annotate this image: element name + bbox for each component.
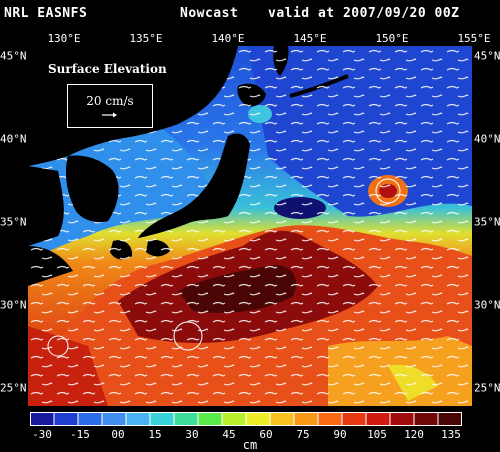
header-product: Nowcast — [180, 6, 239, 21]
header-source: NRL EASNFS — [4, 6, 88, 21]
colorbar-unit: cm — [242, 438, 258, 452]
colorbar-tick: 15 — [148, 428, 162, 441]
colorbar-border — [30, 412, 462, 426]
colorbar-swatch — [342, 412, 367, 426]
colorbar-swatch — [414, 412, 439, 426]
vector-scale-box: 20 cm/s — [67, 84, 153, 128]
colorbar-swatch — [198, 412, 223, 426]
colorbar-swatch — [390, 412, 415, 426]
colorbar-swatch — [102, 412, 127, 426]
map-title: Surface Elevation — [48, 62, 167, 76]
colorbar-tick: 90 — [333, 428, 347, 441]
lat-label-45-left: 45°N — [0, 49, 27, 63]
colorbar-tick: 30 — [185, 428, 199, 441]
lon-label-145: 145°E — [293, 32, 327, 45]
vector-scale-arrow-icon — [102, 112, 117, 118]
lat-label-40-left: 40°N — [0, 132, 27, 146]
colorbar-tick: 45 — [222, 428, 236, 441]
colorbar-swatch — [438, 412, 462, 426]
colorbar-swatch — [174, 412, 199, 426]
lon-label-155: 155°E — [457, 32, 491, 45]
colorbar-tick: 120 — [404, 428, 424, 441]
colorbar-tick: 105 — [367, 428, 387, 441]
colorbar-swatch — [246, 412, 271, 426]
colorbar-swatch — [78, 412, 103, 426]
vector-scale-label: 20 cm/s — [86, 94, 134, 108]
colorbar-tick: 60 — [259, 428, 273, 441]
colorbar-tick: 00 — [111, 428, 125, 441]
lat-label-25-left: 25°N — [0, 381, 27, 395]
colorbar-swatch — [318, 412, 343, 426]
lat-label-30-left: 30°N — [0, 298, 27, 312]
colorbar — [30, 412, 462, 426]
lat-label-40-right: 40°N — [474, 132, 500, 146]
colorbar-swatch — [54, 412, 79, 426]
lon-label-130: 130°E — [47, 32, 81, 45]
colorbar-swatch — [366, 412, 391, 426]
colorbar-swatch — [270, 412, 295, 426]
colorbar-tick: 75 — [296, 428, 310, 441]
lat-label-45-right: 45°N — [474, 49, 500, 63]
colorbar-swatch — [30, 412, 55, 426]
lat-label-30-right: 30°N — [474, 298, 500, 312]
lon-label-135: 135°E — [129, 32, 163, 45]
colorbar-tick: -15 — [70, 428, 90, 441]
lat-label-25-right: 25°N — [474, 381, 500, 395]
colorbar-swatch — [126, 412, 151, 426]
lon-label-150: 150°E — [375, 32, 409, 45]
colorbar-tick: 135 — [441, 428, 461, 441]
header-valid-time: valid at 2007/09/20 00Z — [268, 6, 460, 21]
colorbar-swatch — [222, 412, 247, 426]
lat-label-35-left: 35°N — [0, 215, 27, 229]
lon-label-140: 140°E — [211, 32, 245, 45]
lat-label-35-right: 35°N — [474, 215, 500, 229]
colorbar-swatch — [150, 412, 175, 426]
sea-surface-elevation-map — [28, 46, 472, 406]
colorbar-tick: -30 — [32, 428, 52, 441]
colorbar-swatch — [294, 412, 319, 426]
